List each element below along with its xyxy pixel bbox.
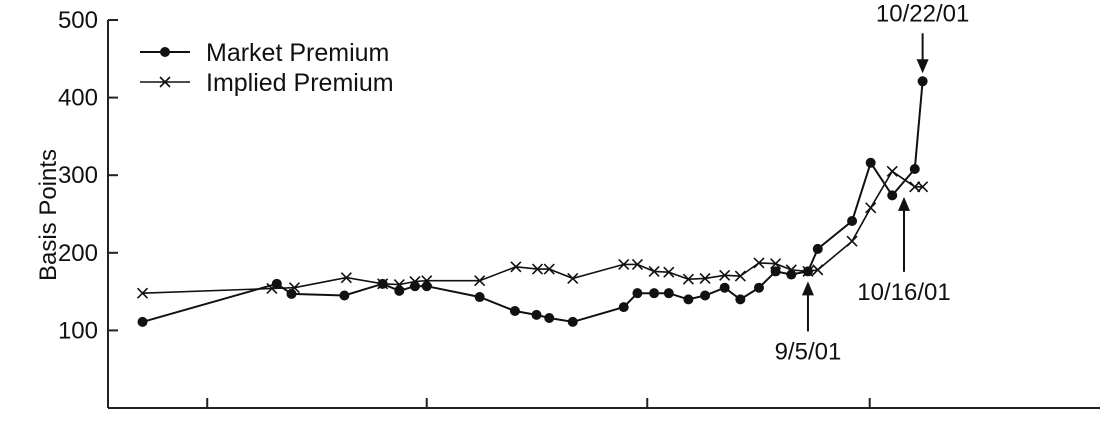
data-point xyxy=(699,272,711,284)
data-point xyxy=(288,282,301,294)
y-tick-label: 100 xyxy=(58,317,98,344)
data-point xyxy=(567,272,579,284)
legend: Market Premium Implied Premium xyxy=(140,39,394,97)
data-point xyxy=(719,269,731,281)
data-point xyxy=(847,215,858,226)
legend-label-market: Market Premium xyxy=(206,39,389,67)
data-point xyxy=(753,282,764,293)
data-point xyxy=(340,272,352,284)
annotation-label: 10/22/01 xyxy=(876,0,969,27)
legend-item-market: Market Premium xyxy=(140,39,389,67)
data-point xyxy=(567,316,578,327)
legend-marker-dot xyxy=(160,47,170,57)
legend-marker-x xyxy=(159,76,171,88)
data-point xyxy=(865,202,877,214)
data-point xyxy=(886,165,898,177)
series-layer xyxy=(136,76,929,327)
data-point xyxy=(909,181,921,193)
data-point xyxy=(509,306,520,316)
data-point xyxy=(812,243,823,254)
data-point xyxy=(377,278,389,290)
data-point xyxy=(917,76,928,87)
data-point xyxy=(394,285,405,296)
data-point xyxy=(887,190,898,201)
legend-label-implied: Implied Premium xyxy=(206,69,394,97)
data-point xyxy=(917,181,929,193)
data-point xyxy=(802,265,814,277)
data-point xyxy=(865,157,876,168)
data-point xyxy=(510,261,522,273)
data-point xyxy=(846,235,858,247)
annotation-layer: 10/22/01 10/16/01 9/5/01 xyxy=(775,0,970,365)
annotation-arrowhead xyxy=(898,196,910,211)
data-point xyxy=(618,258,630,271)
data-point xyxy=(266,282,278,295)
data-point xyxy=(421,281,432,292)
data-point xyxy=(734,270,746,282)
data-point xyxy=(286,288,297,299)
x-ticks xyxy=(206,398,871,408)
data-point xyxy=(786,269,797,280)
data-point xyxy=(531,309,542,320)
annotation-label: 9/5/01 xyxy=(775,338,842,365)
annotation: 10/22/01 xyxy=(876,0,969,74)
axes: 100 200 300 400 500 xyxy=(58,7,1100,409)
data-point xyxy=(663,266,675,278)
y-tick-label: 300 xyxy=(58,162,98,189)
data-point xyxy=(649,288,660,299)
data-point xyxy=(618,302,629,313)
data-point xyxy=(663,288,674,299)
y-tick-label: 500 xyxy=(58,7,98,34)
data-point xyxy=(770,266,781,277)
y-axis-title: Basis Points xyxy=(35,149,62,281)
data-point xyxy=(648,265,660,277)
data-point xyxy=(339,290,350,301)
y-ticks: 100 200 300 400 500 xyxy=(58,7,118,344)
data-point xyxy=(544,312,555,323)
data-point xyxy=(631,258,644,271)
y-tick-label: 200 xyxy=(58,240,98,267)
annotation-arrowhead xyxy=(801,281,814,296)
annotation-label: 10/16/01 xyxy=(857,279,950,306)
series-line xyxy=(142,81,924,323)
data-point xyxy=(632,288,643,299)
data-point xyxy=(474,292,485,303)
data-point xyxy=(683,294,694,305)
data-point xyxy=(136,287,149,299)
data-point xyxy=(409,275,421,288)
data-point xyxy=(753,257,765,269)
legend-item-implied: Implied Premium xyxy=(140,69,394,97)
data-point xyxy=(531,263,544,275)
data-point xyxy=(812,264,824,276)
annotation: 10/16/01 xyxy=(857,196,951,306)
annotation: 9/5/01 xyxy=(775,281,842,365)
data-point xyxy=(393,279,405,291)
annotation-arrowhead xyxy=(916,59,929,74)
data-point xyxy=(543,263,555,275)
data-point xyxy=(137,316,148,327)
data-point xyxy=(474,275,486,287)
data-point xyxy=(909,163,920,174)
data-point xyxy=(735,294,746,305)
series-implied-premium xyxy=(136,165,929,299)
data-point xyxy=(770,258,782,270)
y-tick-label: 400 xyxy=(58,85,98,112)
data-point xyxy=(682,273,694,285)
data-point xyxy=(785,264,797,276)
data-point xyxy=(421,275,433,287)
data-point xyxy=(700,290,711,301)
data-point xyxy=(719,282,730,293)
